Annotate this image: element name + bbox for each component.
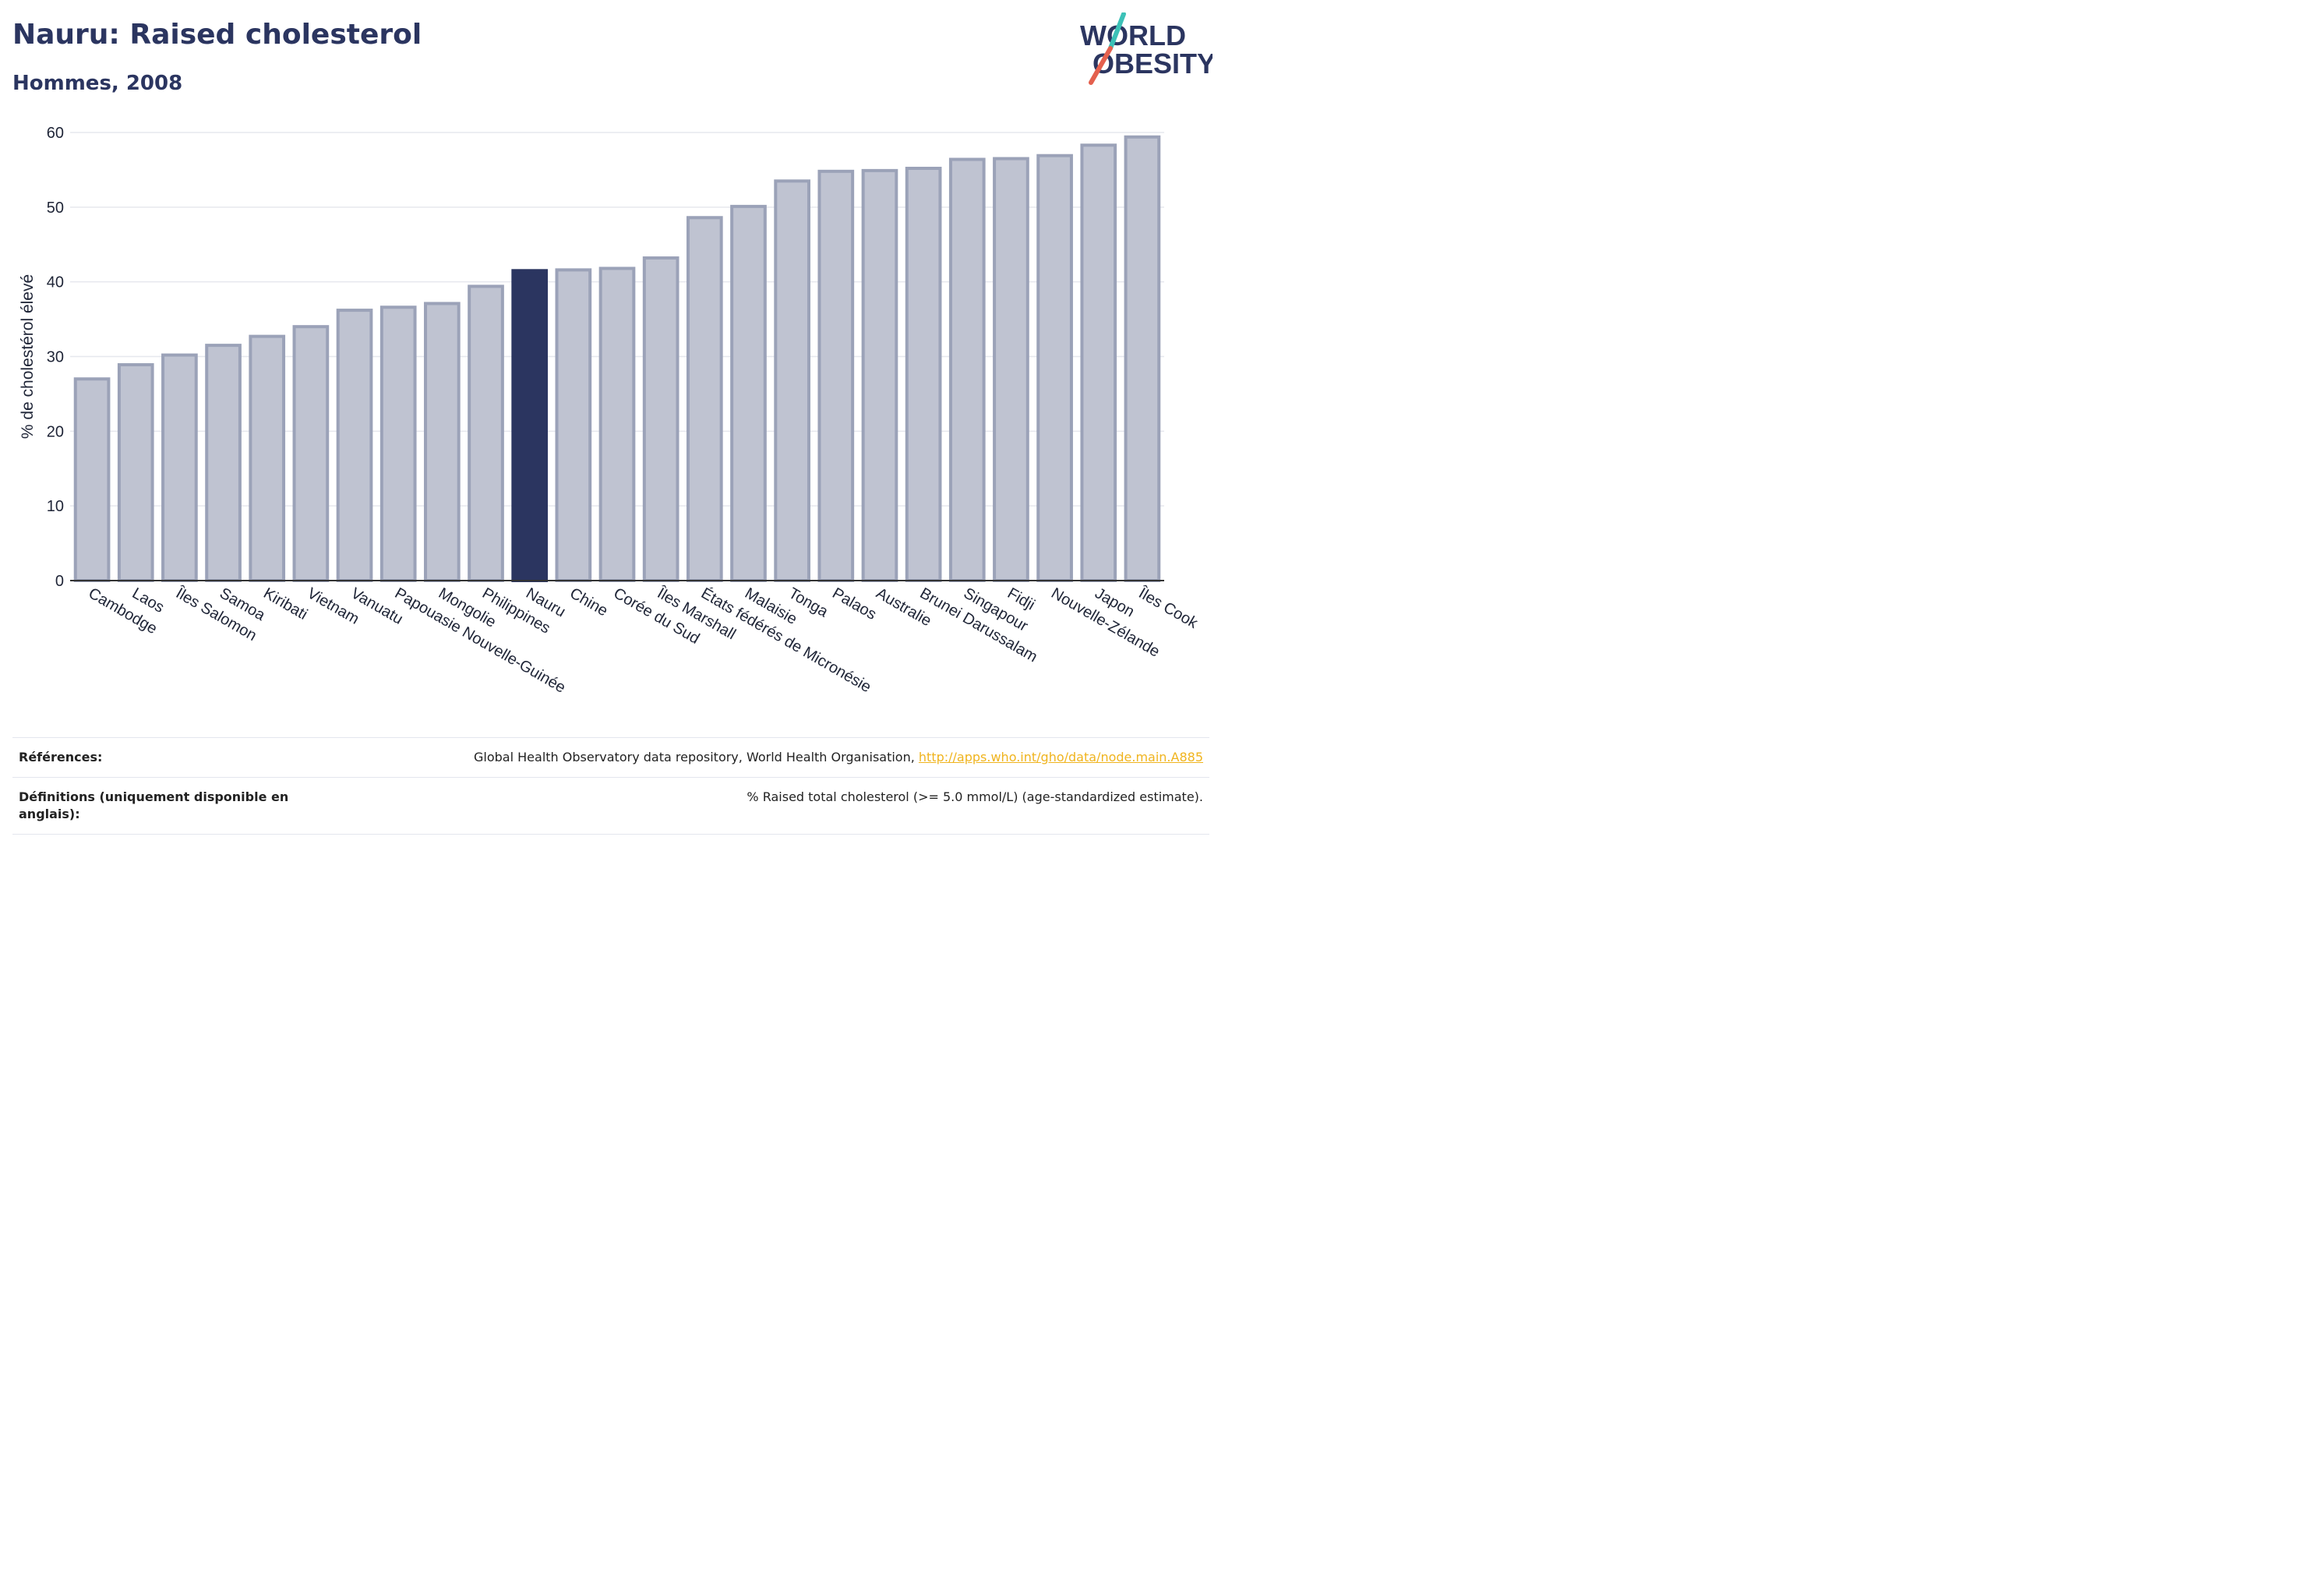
bar-îles-marshall[interactable]	[642, 256, 679, 582]
y-axis-label: % de cholestérol élevé	[19, 274, 37, 439]
bar-kiribati[interactable]	[249, 334, 286, 582]
references-value: Global Health Observatory data repositor…	[474, 749, 1203, 766]
y-tick-label: 60	[47, 125, 64, 142]
y-tick-label: 10	[47, 498, 64, 515]
y-tick-label: 40	[47, 274, 64, 291]
definitions-label: Définitions (uniquement disponible en an…	[19, 789, 289, 821]
bar-fidji[interactable]	[993, 157, 1029, 582]
y-axis-ticks: 0 10 20 30 40 50 60	[47, 125, 64, 590]
definitions-value: % Raised total cholesterol (>= 5.0 mmol/…	[747, 789, 1203, 804]
bar-japon[interactable]	[1080, 143, 1117, 582]
y-tick-label: 0	[55, 573, 64, 590]
bar-palaos[interactable]	[817, 169, 855, 583]
bar-îles-cook[interactable]	[1124, 135, 1161, 582]
x-tick-label: Îles Cook	[1135, 584, 1202, 633]
logo-slash-bottom	[1089, 46, 1113, 85]
bars	[73, 135, 1161, 583]
y-tick-label: 30	[47, 349, 64, 366]
bar-corée-du-sud[interactable]	[598, 267, 636, 583]
bar-malaisie[interactable]	[730, 204, 767, 582]
bar-australie[interactable]	[861, 168, 898, 582]
chart-title: Nauru: Raised cholesterol	[12, 19, 422, 51]
bar-brunei-darussalam[interactable]	[905, 167, 942, 582]
x-tick-label: Kiribati	[260, 584, 310, 623]
bar-papouasie-nouvelle-guinée[interactable]	[379, 305, 417, 582]
references-link[interactable]: http://apps.who.int/gho/data/node.main.A…	[918, 750, 1203, 764]
x-tick-label: Chine	[567, 584, 610, 620]
bar-vanuatu[interactable]	[336, 309, 373, 582]
bar-nauru[interactable]	[511, 269, 549, 583]
chart-subtitle: Hommes, 2008	[12, 72, 183, 95]
x-tick-label: Palaos	[829, 584, 879, 623]
bar-laos[interactable]	[117, 363, 154, 582]
bar-cambodge[interactable]	[73, 377, 111, 582]
y-tick-label: 20	[47, 423, 64, 440]
bar-nouvelle-zélande[interactable]	[1036, 154, 1073, 583]
logo-line-2: OBESITY	[1092, 48, 1213, 79]
logo-slash-top	[1108, 12, 1126, 51]
bar-états-fédérés-de-micronésie[interactable]	[686, 216, 723, 582]
bar-philippines[interactable]	[468, 284, 504, 583]
world-obesity-logo: WORLD OBESITY	[1080, 12, 1213, 85]
bar-samoa[interactable]	[205, 344, 242, 582]
y-tick-label: 50	[47, 200, 64, 217]
references-row: Références: Global Health Observatory da…	[12, 737, 1209, 777]
logo-line-1: WORLD	[1080, 19, 1186, 51]
definitions-row: Définitions (uniquement disponible en an…	[12, 777, 1209, 835]
footer-table: Références: Global Health Observatory da…	[12, 737, 1209, 835]
references-label: Références:	[19, 750, 103, 764]
bar-tonga[interactable]	[774, 179, 810, 582]
bar-mongolie[interactable]	[424, 302, 461, 582]
references-text: Global Health Observatory data repositor…	[474, 750, 919, 764]
bar-chine[interactable]	[555, 268, 592, 582]
bar-vietnam[interactable]	[292, 325, 330, 582]
bar-singapour[interactable]	[948, 157, 986, 582]
bar-îles-salomon[interactable]	[161, 353, 198, 582]
